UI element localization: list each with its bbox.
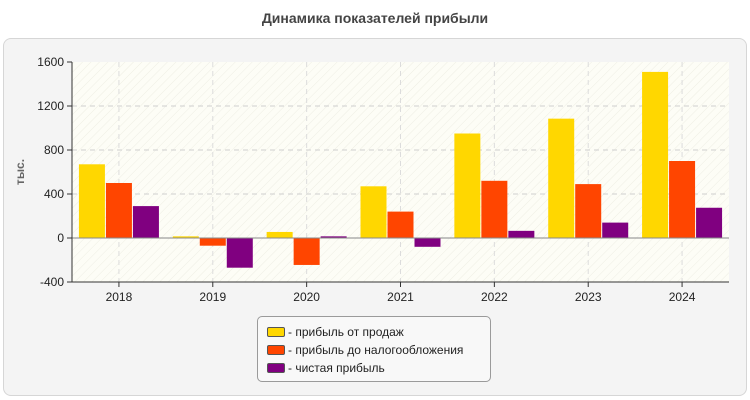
bar-чистая-прибыль-2019	[226, 238, 253, 268]
legend-label-net-profit: - чистая прибыль	[288, 361, 385, 375]
x-tick-label: 2020	[293, 290, 320, 304]
bar-чистая-прибыль-2023	[602, 222, 629, 238]
x-tick-label: 2019	[199, 290, 226, 304]
y-tick-label: 1600	[37, 55, 64, 69]
y-tick-label: 400	[44, 187, 64, 201]
bar-прибыль-от-продаж-2018	[78, 164, 105, 238]
bar-прибыль-от-продаж-2019	[172, 236, 199, 238]
bar-прибыль-от-продаж-2022	[454, 133, 481, 238]
bar-прибыль-от-продаж-2021	[360, 186, 387, 238]
bar-прибыль-до-налогообложения-2018	[105, 183, 132, 238]
legend-item-pretax-profit: - прибыль до налогообложения	[267, 341, 490, 359]
bar-чистая-прибыль-2024	[696, 207, 723, 238]
bar-чистая-прибыль-2022	[508, 230, 535, 238]
y-tick-label: 1200	[37, 99, 64, 113]
legend-label-pretax-profit: - прибыль до налогообложения	[288, 343, 464, 357]
x-tick-label: 2024	[669, 290, 696, 304]
bar-прибыль-от-продаж-2020	[266, 231, 293, 238]
x-tick-label: 2022	[481, 290, 508, 304]
bar-прибыль-до-налогообложения-2024	[669, 161, 696, 238]
x-tick-label: 2018	[106, 290, 133, 304]
bar-чистая-прибыль-2020	[320, 236, 347, 238]
legend-swatch-sales-profit	[267, 327, 285, 337]
bar-прибыль-до-налогообложения-2020	[293, 238, 320, 265]
y-axis-label: тыс.	[13, 159, 27, 185]
legend-item-sales-profit: - прибыль от продаж	[267, 323, 490, 341]
x-tick-label: 2021	[387, 290, 414, 304]
bar-чистая-прибыль-2018	[132, 206, 159, 238]
legend-label-sales-profit: - прибыль от продаж	[288, 325, 404, 339]
legend-item-net-profit: - чистая прибыль	[267, 359, 490, 377]
bar-прибыль-до-налогообложения-2023	[575, 184, 602, 238]
bar-чистая-прибыль-2021	[414, 238, 441, 247]
chart-legend: - прибыль от продаж - прибыль до налогоо…	[257, 316, 491, 382]
y-tick-label: -400	[40, 275, 64, 289]
bar-прибыль-от-продаж-2024	[642, 71, 669, 239]
bar-прибыль-от-продаж-2023	[548, 118, 575, 238]
legend-swatch-pretax-profit	[267, 345, 285, 355]
y-tick-label: 800	[44, 143, 64, 157]
legend-swatch-net-profit	[267, 363, 285, 373]
bar-прибыль-до-налогообложения-2019	[199, 238, 226, 246]
x-tick-label: 2023	[575, 290, 602, 304]
bar-прибыль-до-налогообложения-2022	[481, 180, 508, 238]
chart-title: Динамика показателей прибыли	[261, 10, 489, 26]
bar-прибыль-до-налогообложения-2021	[387, 211, 414, 238]
y-tick-label: 0	[57, 231, 64, 245]
